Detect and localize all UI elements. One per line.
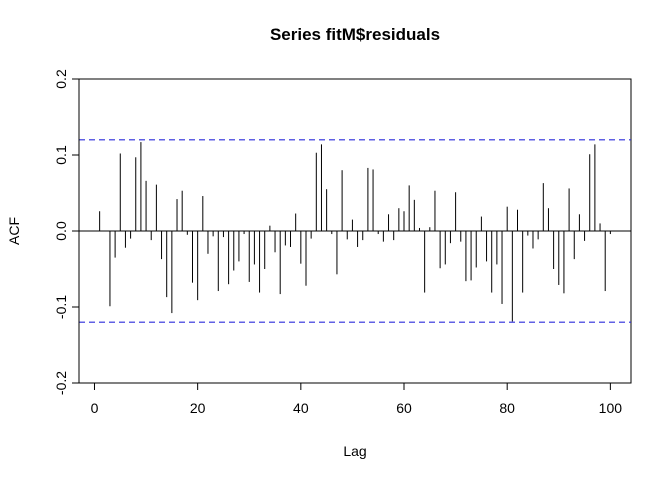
x-tick-label: 80 — [499, 400, 515, 416]
acf-bars — [79, 142, 631, 322]
x-axis: 0 20 40 60 80 100 — [91, 382, 623, 416]
y-tick-label: 0.2 — [53, 69, 69, 89]
y-tick-label: 0.1 — [53, 145, 69, 165]
y-axis: -0.2 -0.1 0.0 0.1 0.2 — [53, 69, 80, 395]
y-axis-label: ACF — [6, 217, 22, 245]
x-tick-label: 100 — [599, 400, 623, 416]
chart-title: Series fitM$residuals — [270, 25, 440, 44]
x-tick-label: 20 — [190, 400, 206, 416]
y-tick-label: -0.1 — [53, 295, 69, 319]
y-tick-label: -0.2 — [53, 371, 69, 395]
y-tick-label: 0.0 — [53, 221, 69, 241]
x-tick-label: 0 — [91, 400, 99, 416]
confidence-limits — [79, 139, 631, 323]
x-tick-label: 60 — [396, 400, 412, 416]
x-tick-label: 40 — [293, 400, 309, 416]
x-axis-label: Lag — [343, 443, 366, 459]
